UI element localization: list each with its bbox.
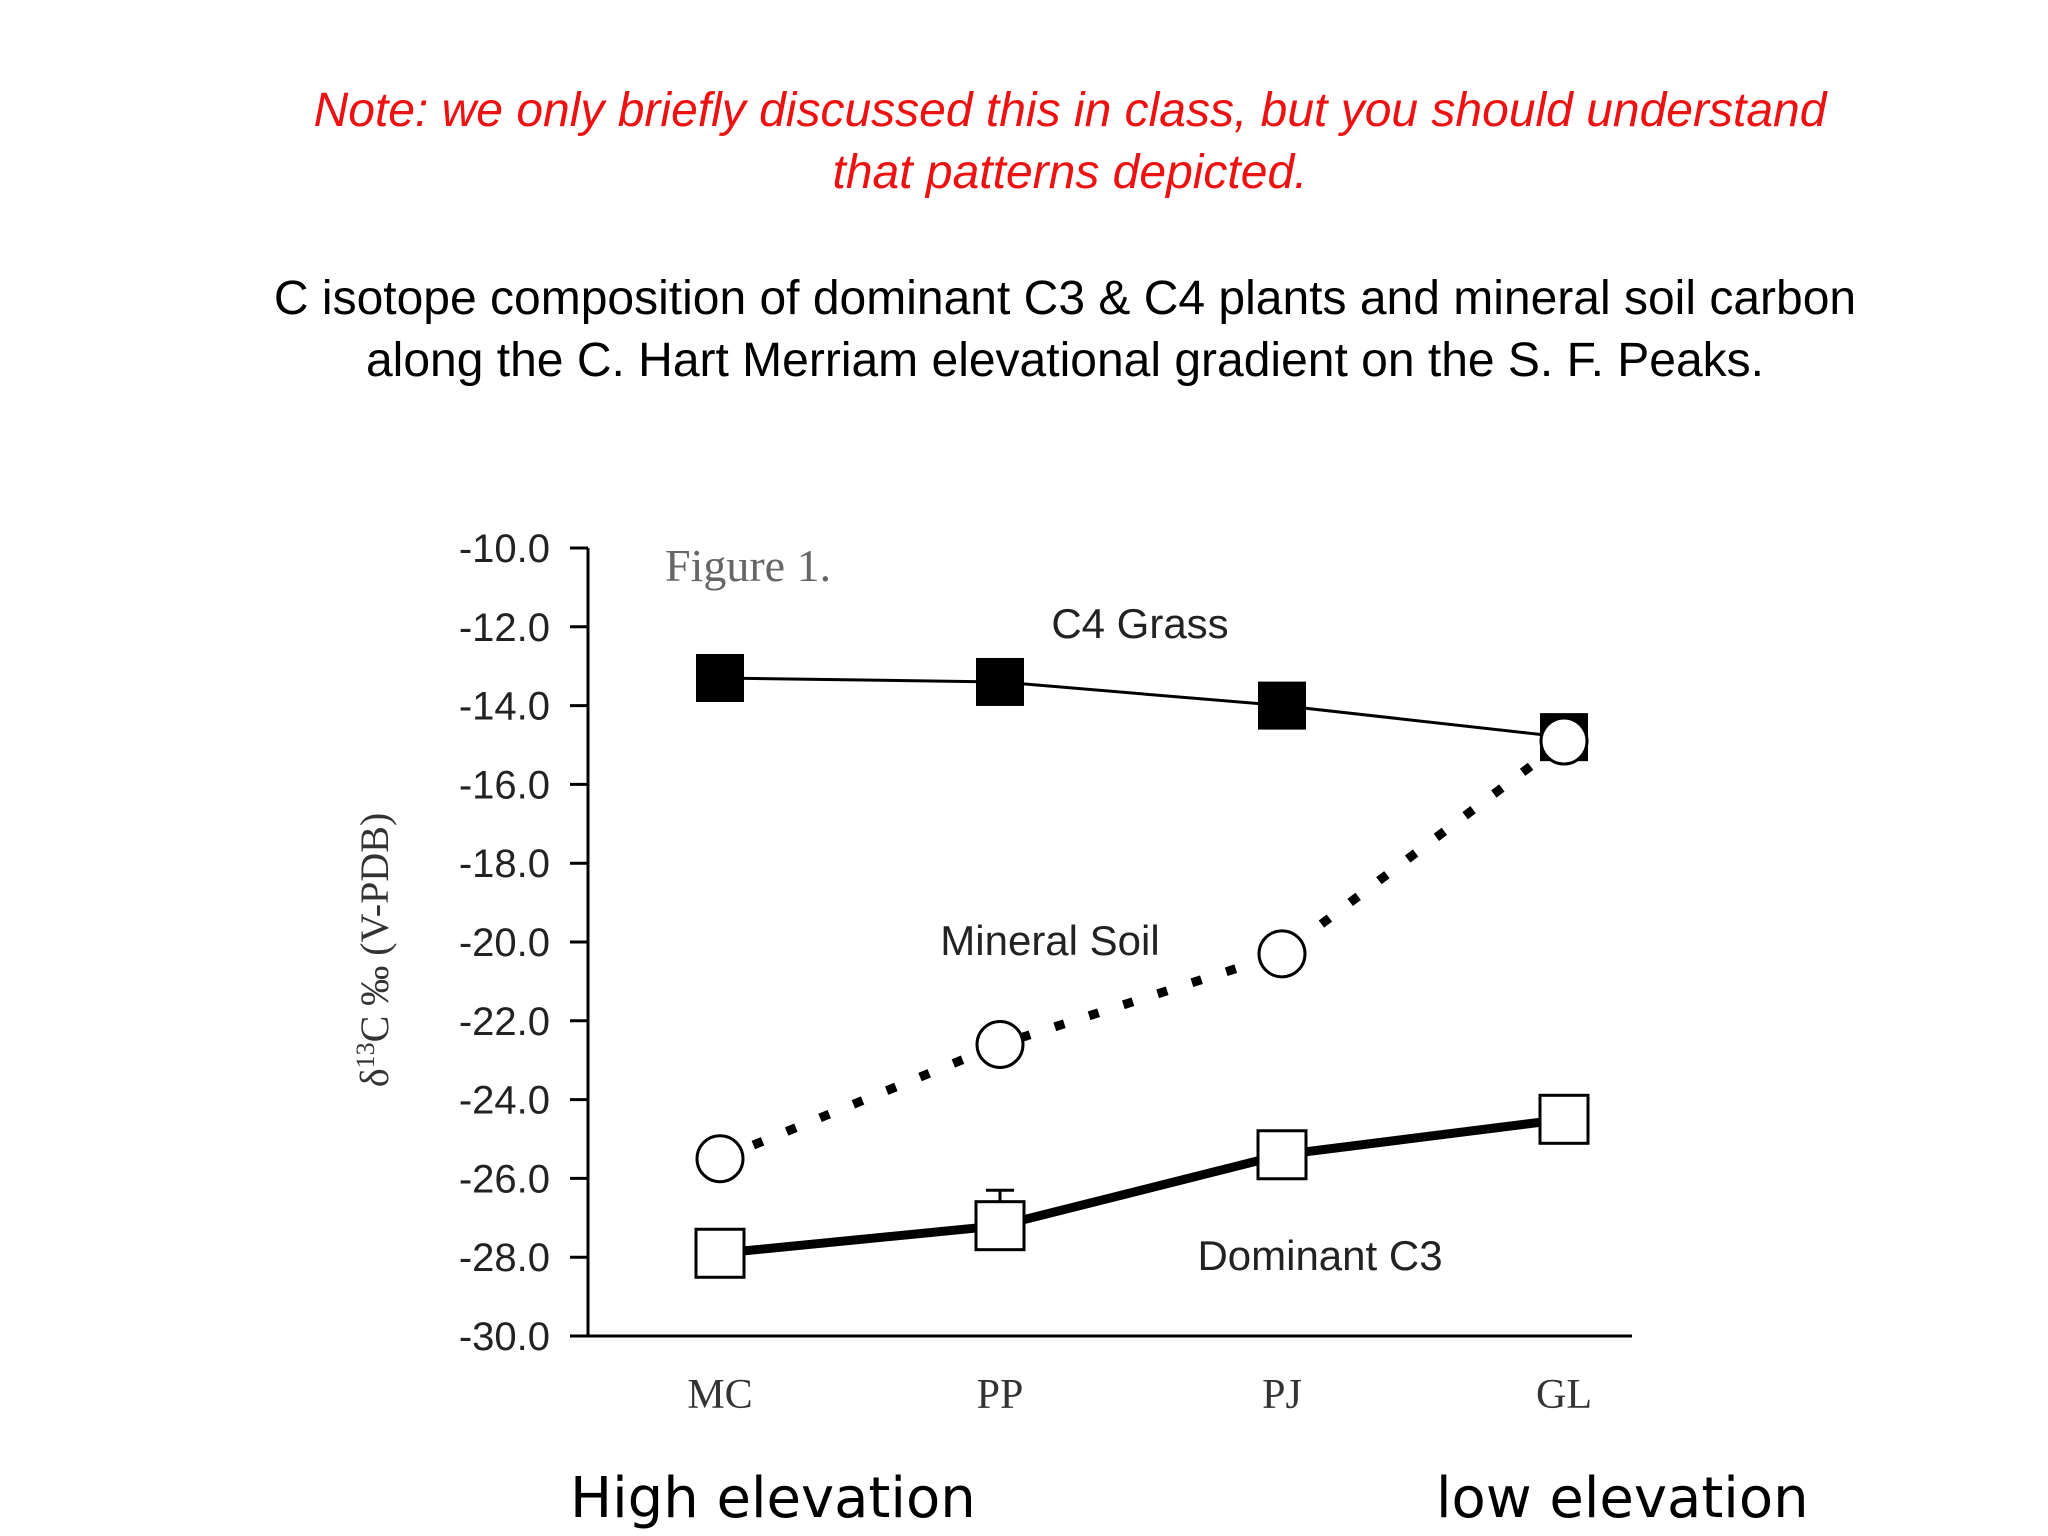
y-ticks: -10.0 -12.0 -14.0 -16.0 -18.0 -20.0 -22.0 -24.0… bbox=[459, 527, 588, 1359]
data-point-c4-grass bbox=[976, 657, 1024, 706]
x-category-labels: MC PP PJ GL bbox=[687, 1372, 1592, 1418]
x-tick-label: GL bbox=[1536, 1372, 1592, 1418]
series-line bbox=[718, 737, 1567, 1163]
y-axis-label: δ13C ‰ (V-PDB) bbox=[351, 813, 397, 1088]
data-point-dominant-c3 bbox=[1256, 1129, 1308, 1181]
series-markers bbox=[694, 654, 1590, 1279]
data-point-mineral-soil bbox=[975, 1019, 1025, 1069]
note-line-1: Note: we only briefly discussed this in … bbox=[313, 84, 1827, 137]
x-tick-label: PJ bbox=[1262, 1372, 1302, 1418]
data-point-mineral-soil bbox=[1539, 716, 1589, 766]
y-axis-label-rest: C ‰ (V-PDB) bbox=[352, 813, 397, 1043]
y-tick-label: -12.0 bbox=[459, 606, 550, 650]
y-tick-label: -18.0 bbox=[459, 842, 550, 886]
note-text: Note: we only briefly discussed this in … bbox=[200, 80, 1940, 204]
data-point-c4-grass bbox=[1258, 681, 1306, 730]
y-tick-label: -16.0 bbox=[459, 763, 550, 807]
x-tick-label: PP bbox=[977, 1372, 1024, 1418]
low-elevation-label: low elevation bbox=[1436, 1466, 1809, 1531]
y-tick-label: -26.0 bbox=[459, 1157, 550, 1201]
data-point-dominant-c3 bbox=[974, 1200, 1026, 1252]
y-tick-label: -22.0 bbox=[459, 1000, 550, 1044]
chart-annotations: Figure 1. δ13C ‰ (V-PDB) bbox=[351, 540, 831, 1087]
data-point-c4-grass bbox=[696, 654, 744, 703]
caption-line-2: along the C. Hart Merriam elevational gr… bbox=[365, 334, 1765, 387]
caption-line-1: C isotope composition of dominant C3 & C… bbox=[273, 272, 1857, 325]
series-line bbox=[719, 1114, 1565, 1258]
y-tick-label: -10.0 bbox=[459, 527, 550, 571]
y-tick-label: -20.0 bbox=[459, 921, 550, 965]
data-point-mineral-soil bbox=[1257, 929, 1307, 979]
series-labels: C4 Grass Mineral Soil Dominant C3 bbox=[940, 600, 1442, 1279]
figure-caption: C isotope composition of dominant C3 & C… bbox=[170, 268, 1960, 392]
note-line-2: that patterns depicted. bbox=[832, 146, 1308, 199]
y-tick-label: -24.0 bbox=[459, 1079, 550, 1123]
data-point-dominant-c3 bbox=[1538, 1093, 1590, 1145]
chart-title: Figure 1. bbox=[665, 540, 831, 591]
data-point-dominant-c3 bbox=[694, 1227, 746, 1279]
y-tick-label: -30.0 bbox=[459, 1315, 550, 1359]
x-tick-label: MC bbox=[687, 1372, 752, 1418]
y-tick-label: -28.0 bbox=[459, 1236, 550, 1280]
series-label: C4 Grass bbox=[1051, 600, 1228, 647]
high-elevation-label: High elevation bbox=[570, 1466, 976, 1531]
series-line bbox=[719, 676, 1565, 739]
data-point-mineral-soil bbox=[695, 1134, 745, 1184]
y-axis-label-superscript: 13 bbox=[351, 1042, 380, 1068]
series-lines bbox=[718, 676, 1567, 1258]
y-tick-label: -14.0 bbox=[459, 685, 550, 729]
series-label: Mineral Soil bbox=[940, 917, 1159, 964]
series-label: Dominant C3 bbox=[1197, 1232, 1442, 1279]
y-axis-label-delta: δ bbox=[352, 1068, 397, 1087]
